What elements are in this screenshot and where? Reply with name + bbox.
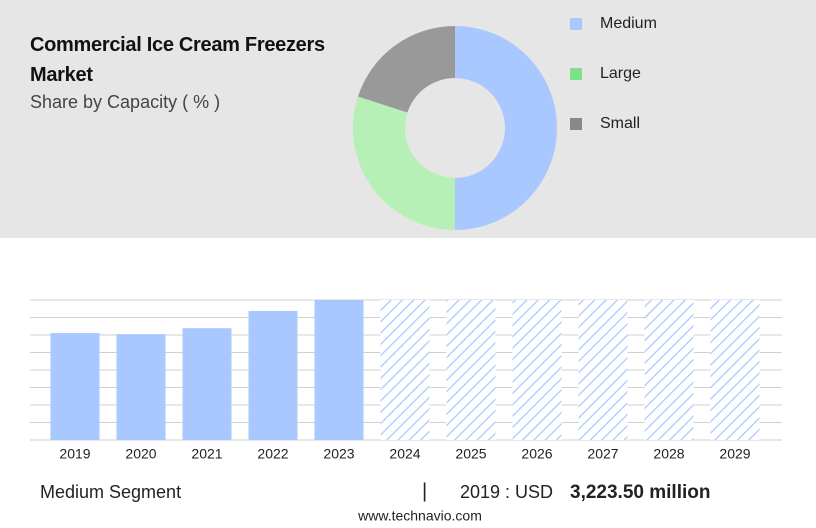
footer-segment: Medium Segment [40, 482, 181, 502]
legend-label: Medium [600, 15, 657, 32]
forecast-bar [644, 300, 694, 440]
x-tick-label: 2026 [521, 446, 552, 462]
donut-segment [353, 96, 455, 230]
x-tick-label: 2023 [323, 446, 354, 462]
forecast-bar [710, 300, 760, 440]
legend-label: Small [600, 115, 640, 132]
forecast-bar [512, 300, 562, 440]
legend-marker [570, 118, 582, 130]
bar [248, 310, 298, 440]
legend-marker [570, 68, 582, 80]
legend-marker [570, 18, 582, 30]
subtitle: Share by Capacity ( % ) [30, 92, 221, 112]
x-tick-label: 2022 [257, 446, 288, 462]
bar [314, 300, 364, 440]
legend-label: Large [600, 65, 641, 82]
bar [116, 334, 166, 440]
x-tick-label: 2027 [587, 446, 618, 462]
x-tick-label: 2029 [719, 446, 750, 462]
x-tick-label: 2024 [389, 446, 420, 462]
forecast-bar [578, 300, 628, 440]
footer-separator: | [422, 480, 427, 502]
donut-segment [357, 26, 455, 113]
bar [50, 333, 100, 440]
forecast-bar [380, 300, 430, 440]
title: Commercial Ice Cream Freezers Market [30, 34, 325, 86]
footer-source: www.technavio.com [357, 508, 482, 524]
x-tick-label: 2020 [125, 446, 156, 462]
bar [182, 328, 232, 440]
x-tick-label: 2028 [653, 446, 684, 462]
footer-value: 3,223.50 million [570, 482, 710, 503]
x-tick-label: 2021 [191, 446, 222, 462]
footer-year: 2019 : USD [460, 482, 553, 502]
forecast-bar [446, 300, 496, 440]
x-tick-label: 2019 [59, 446, 90, 462]
x-tick-label: 2025 [455, 446, 486, 462]
donut-segment [455, 26, 557, 230]
